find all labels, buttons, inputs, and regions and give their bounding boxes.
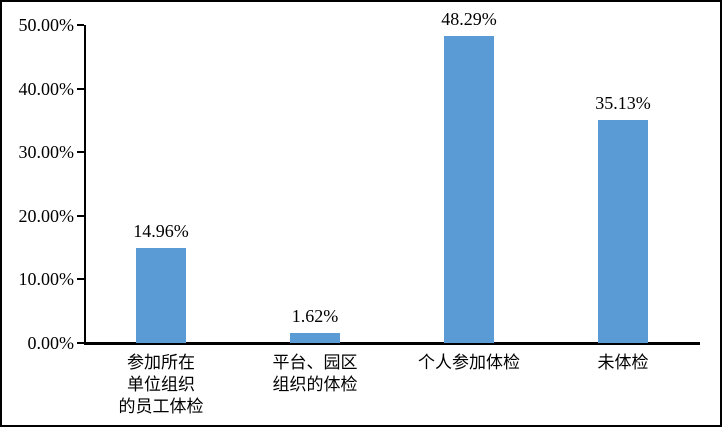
bar-value-label: 48.29% xyxy=(441,8,497,29)
bar-value-label: 14.96% xyxy=(133,220,189,241)
bar-value-label: 1.62% xyxy=(291,305,339,326)
y-axis-line xyxy=(84,25,86,345)
y-axis-tick-label: 20.00% xyxy=(18,205,75,226)
category-label: 平台、园区 组织的体检 xyxy=(272,353,358,394)
bar-value-label: 35.13% xyxy=(595,92,651,113)
y-axis-tick-label: 10.00% xyxy=(18,269,75,290)
category-label: 参加所在 单位组织 的员工体检 xyxy=(118,353,204,416)
y-axis-tick xyxy=(77,24,84,26)
y-axis-tick-label: 0.00% xyxy=(27,333,75,353)
y-axis-tick-label: 40.00% xyxy=(18,78,75,99)
y-axis-tick xyxy=(77,151,84,154)
y-axis-tick-label: 50.00% xyxy=(18,15,75,35)
bar xyxy=(598,119,648,343)
y-axis-tick xyxy=(77,87,84,90)
bar xyxy=(444,35,494,343)
category-label: 未体检 xyxy=(597,353,649,372)
y-axis-tick-label: 30.00% xyxy=(18,142,75,163)
y-axis-tick xyxy=(77,278,84,281)
bar xyxy=(290,332,340,343)
category-label: 个人参加体检 xyxy=(418,353,520,372)
y-axis-tick xyxy=(77,342,84,344)
y-axis-tick xyxy=(77,214,84,217)
bar xyxy=(136,247,186,343)
x-axis-line xyxy=(84,342,700,345)
